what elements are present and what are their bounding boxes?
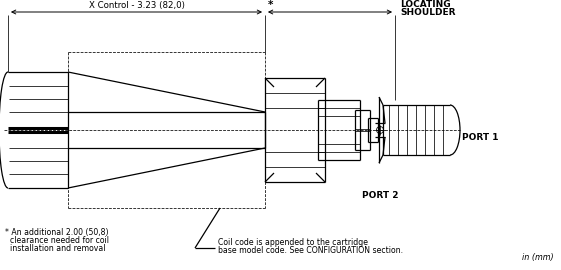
Text: X Control - 3.23 (82,0): X Control - 3.23 (82,0) [89,1,185,10]
Text: * An additional 2.00 (50,8): * An additional 2.00 (50,8) [5,228,108,237]
Text: LOCATING: LOCATING [400,0,450,9]
Text: in (mm): in (mm) [522,253,554,262]
Text: installation and removal: installation and removal [5,244,105,253]
Text: PORT 2: PORT 2 [362,191,398,200]
Text: *: * [268,0,273,10]
Text: SHOULDER: SHOULDER [400,8,456,17]
Text: clearance needed for coil: clearance needed for coil [5,236,109,245]
Text: Coil code is appended to the cartridge: Coil code is appended to the cartridge [218,238,368,247]
Text: PORT 1: PORT 1 [462,133,499,143]
Text: base model code. See CONFIGURATION section.: base model code. See CONFIGURATION secti… [218,246,403,255]
